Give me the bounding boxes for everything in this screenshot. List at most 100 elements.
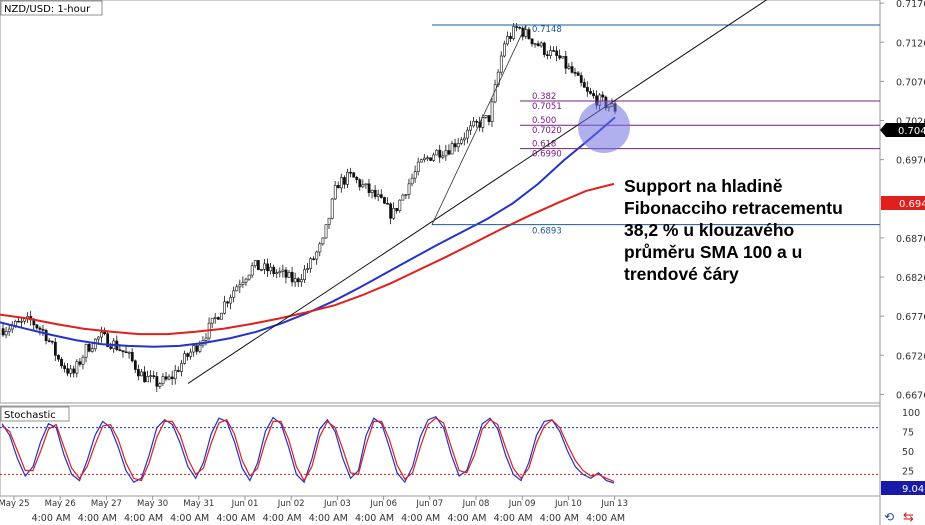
x-time-label: 4:00 AM xyxy=(216,513,255,524)
candle-body xyxy=(232,290,236,298)
stochastic-tick-label: 75 xyxy=(902,428,914,439)
candle-body xyxy=(87,344,91,352)
candle-body xyxy=(527,29,531,40)
candle-body xyxy=(573,72,577,74)
candle-body xyxy=(386,203,389,205)
candle-body xyxy=(266,263,269,272)
x-time-label: 4:00 AM xyxy=(447,513,486,524)
x-time-label: 4:00 AM xyxy=(124,513,163,524)
x-time-label: 4:00 AM xyxy=(78,513,117,524)
candle-body xyxy=(361,184,365,188)
candle-body xyxy=(69,368,73,374)
candle-body xyxy=(392,208,396,219)
candle-body xyxy=(533,43,537,45)
annotation-line: trendové čáry xyxy=(624,264,739,284)
candle-body xyxy=(84,344,88,358)
candle-body xyxy=(407,183,411,195)
candle-body xyxy=(189,351,193,357)
candle-body xyxy=(410,177,414,185)
candle-body xyxy=(1,328,5,336)
candle-body xyxy=(275,272,279,274)
annotation-line: Support na hladině xyxy=(624,176,783,196)
candle-body xyxy=(346,171,349,185)
candle-body xyxy=(404,194,408,196)
x-date-label: Jun 08 xyxy=(462,499,490,509)
candle-body xyxy=(192,345,196,353)
fib-ratio-label: 0.618 xyxy=(532,140,556,150)
sync-icon[interactable]: ⟲ xyxy=(884,510,894,524)
candle-body xyxy=(293,278,297,283)
candle-body xyxy=(7,328,11,332)
x-date-label: Jun 03 xyxy=(323,499,351,509)
x-time-label: 4:00 AM xyxy=(494,513,533,524)
candle-body xyxy=(499,55,503,73)
candle-body xyxy=(155,376,159,387)
moving-averages xyxy=(0,116,616,348)
x-date-label: May 26 xyxy=(45,499,76,509)
candle-body xyxy=(512,26,516,39)
x-time-label: 4:00 AM xyxy=(540,513,579,524)
candle-body xyxy=(198,344,202,352)
stochastic-line xyxy=(1,415,615,484)
candle-body xyxy=(281,269,285,272)
stochastic-panel xyxy=(0,405,881,497)
candle-body xyxy=(395,208,399,212)
fib-price-label: 0.7051 xyxy=(532,102,562,112)
candle-body xyxy=(210,317,214,324)
candle-body xyxy=(303,269,306,280)
arrows-icon[interactable]: ⇆ xyxy=(903,510,914,525)
candle-body xyxy=(300,279,303,283)
candle-body xyxy=(330,198,334,219)
candle-body xyxy=(355,176,359,180)
stochastic-line xyxy=(1,417,615,482)
candle-body xyxy=(253,260,257,266)
candle-body xyxy=(459,139,463,144)
candle-body xyxy=(419,159,423,163)
candle-body xyxy=(364,183,368,186)
stochastic-title: Stochastic xyxy=(4,410,56,421)
candle-body xyxy=(47,340,51,343)
candle-body xyxy=(453,143,457,148)
x-time-label: 4:00 AM xyxy=(401,513,440,524)
candle-body xyxy=(509,36,512,39)
candle-body xyxy=(250,265,254,276)
candle-body xyxy=(524,29,528,37)
candle-body xyxy=(555,50,559,56)
candle-body xyxy=(352,172,356,178)
candle-body xyxy=(161,376,165,384)
candle-body xyxy=(244,278,248,283)
candle-body xyxy=(204,337,208,341)
candle-body xyxy=(487,115,491,123)
candle-body xyxy=(306,268,309,270)
candle-body xyxy=(549,50,552,56)
candle-body xyxy=(444,150,448,157)
candle-body xyxy=(426,157,429,160)
candle-body xyxy=(370,189,374,193)
y-tick-label: 0.7176 xyxy=(896,0,925,10)
fib-high-label: 0.7148 xyxy=(532,25,562,35)
chart-title: NZD/USD: 1-hour xyxy=(4,4,91,15)
price-axis: 0.71760.71260.70760.70260.69760.69260.68… xyxy=(880,0,925,401)
candle-body xyxy=(558,55,562,59)
candle-body xyxy=(383,197,386,204)
y-tick-label: 0.7076 xyxy=(896,77,925,88)
candle-body xyxy=(53,341,57,356)
x-date-label: Jun 06 xyxy=(369,499,397,509)
candles xyxy=(1,22,617,392)
candle-body xyxy=(438,149,442,158)
candle-body xyxy=(152,375,156,377)
candle-body xyxy=(456,143,460,148)
candle-body xyxy=(247,274,251,280)
candle-body xyxy=(17,320,20,323)
x-time-label: 4:00 AM xyxy=(586,513,625,524)
candle-body xyxy=(475,121,479,123)
x-axis: May 25 May 26 May 27 May 30 May 31 Jun 01 Jun … xyxy=(0,496,628,524)
candle-body xyxy=(57,355,60,360)
fib-price-label: 0.6990 xyxy=(532,150,562,160)
candle-body xyxy=(542,42,546,55)
candle-body xyxy=(463,137,466,141)
candle-body xyxy=(72,368,76,374)
fib-diagonal xyxy=(431,24,527,225)
current-price-flag xyxy=(880,123,925,137)
